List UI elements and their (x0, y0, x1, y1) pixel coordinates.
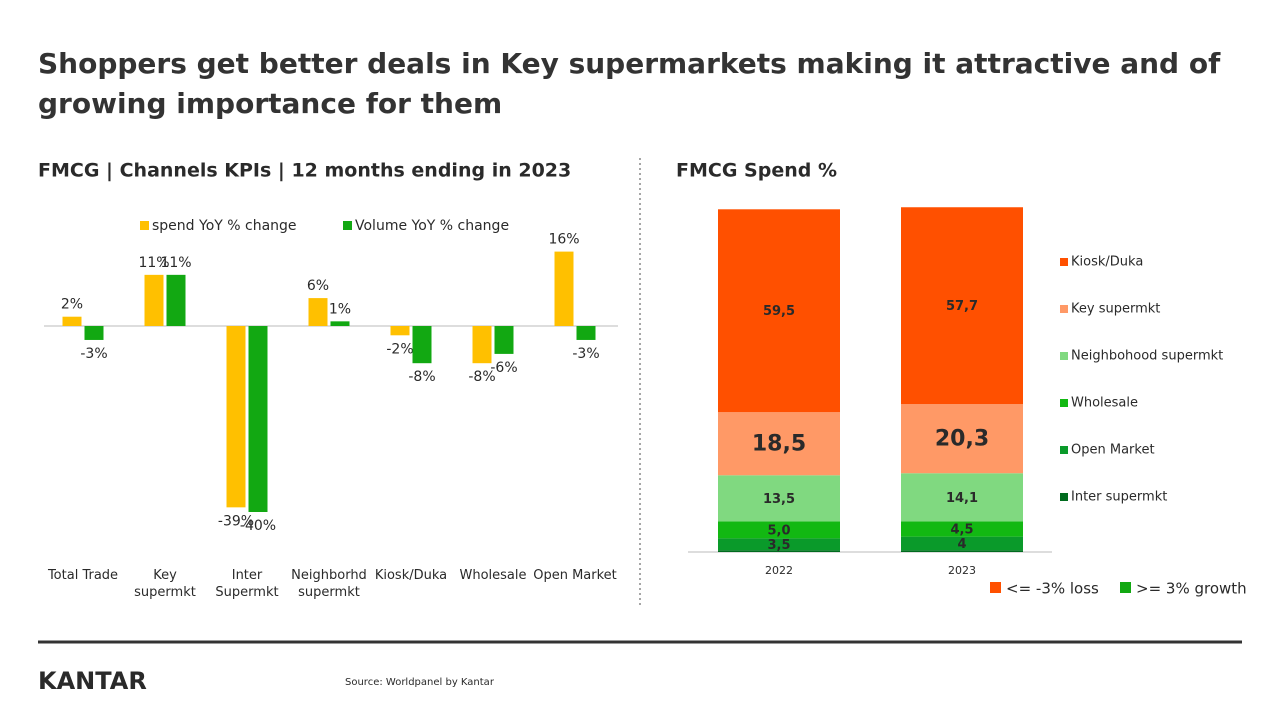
annotation: <= -3% loss (1006, 580, 1099, 598)
x-tick-label: Key supermkt (134, 568, 196, 600)
x-tick-label: Inter Supermkt (215, 568, 279, 600)
bar (226, 326, 246, 508)
bar (472, 326, 492, 364)
x-tick-label: 2022 (765, 564, 793, 577)
bar-segment (901, 404, 1023, 474)
bar-segment (901, 473, 1023, 522)
data-label: 20,3 (935, 427, 989, 452)
legend-swatch (343, 221, 352, 230)
legend-label: Kiosk/Duka (1071, 255, 1143, 270)
legend-swatch (140, 221, 149, 230)
x-tick-label: Kiosk/Duka (374, 568, 448, 583)
bar-segment (718, 538, 840, 551)
x-tick-label: Total Trade (47, 568, 119, 583)
annotation-swatch (990, 582, 1001, 593)
legend-label: Volume YoY % change (355, 218, 509, 234)
legend-label: Wholesale (1071, 396, 1138, 411)
legend-swatch (1060, 493, 1068, 501)
logo: KANTAR (38, 667, 147, 695)
bar (330, 321, 350, 326)
annotation: >= 3% growth (1136, 580, 1247, 598)
bar-segment (718, 550, 840, 552)
bar (144, 274, 164, 326)
data-label: 4 (957, 537, 966, 552)
source: Source: Worldpanel by Kantar (345, 677, 495, 688)
data-label: 16% (548, 232, 579, 248)
data-label: 3,5 (767, 538, 790, 553)
legend-label: Neighbohood supermkt (1071, 349, 1223, 364)
x-tick-label: Open Market (533, 568, 617, 583)
data-label: -8% (468, 369, 495, 385)
bar-segment (718, 412, 840, 476)
bar-segment (718, 209, 840, 413)
chart-title: FMCG Spend % (676, 160, 837, 182)
x-tick-label: Wholesale (459, 568, 527, 583)
bar-segment (901, 536, 1023, 551)
legend-swatch (1060, 399, 1068, 407)
annotation-swatch (1120, 582, 1131, 593)
chart-title: FMCG | Channels KPIs | 12 months ending … (38, 160, 571, 182)
bar (494, 326, 514, 354)
data-label: -2% (386, 341, 413, 357)
bar (554, 251, 574, 326)
data-label: 11% (138, 255, 169, 271)
bar (576, 326, 596, 340)
data-label: 57,7 (946, 299, 978, 314)
bar-segment (718, 521, 840, 539)
bar-segment (901, 207, 1023, 405)
data-label: 59,5 (763, 304, 795, 319)
legend-label: Key supermkt (1071, 302, 1160, 317)
bar (62, 316, 82, 326)
data-label: 6% (307, 278, 329, 294)
data-label: -40% (240, 518, 276, 534)
legend-swatch (1060, 258, 1068, 266)
x-tick-label: Neighborhd supermkt (291, 568, 367, 600)
x-tick-label: 2023 (948, 564, 976, 577)
data-label: 14,1 (946, 491, 978, 506)
legend-swatch (1060, 352, 1068, 360)
legend-label: spend YoY % change (152, 218, 297, 234)
data-label: -8% (408, 369, 435, 385)
data-label: -6% (490, 360, 517, 376)
data-label: -3% (572, 346, 599, 362)
data-label: 4,5 (950, 522, 973, 537)
slide-title: Shoppers get better deals in Key superma… (38, 47, 1221, 120)
bar-segment (901, 521, 1023, 537)
bar (166, 274, 186, 326)
data-label: 18,5 (752, 432, 806, 457)
data-label: -39% (218, 513, 254, 529)
data-label: -3% (80, 346, 107, 362)
bar (412, 326, 432, 364)
bar-segment (718, 475, 840, 522)
bar (248, 326, 268, 512)
bar (390, 326, 410, 336)
legend-swatch (1060, 446, 1068, 454)
data-label: 2% (61, 297, 83, 313)
data-label: 11% (160, 255, 191, 271)
data-label: 13,5 (763, 492, 795, 507)
bar (84, 326, 104, 340)
legend-swatch (1060, 305, 1068, 313)
bar-segment (901, 550, 1023, 552)
data-label: 1% (329, 301, 351, 317)
data-label: 5,0 (767, 523, 790, 538)
legend-label: Inter supermkt (1071, 490, 1167, 505)
legend-label: Open Market (1071, 443, 1155, 458)
bar (308, 298, 328, 326)
